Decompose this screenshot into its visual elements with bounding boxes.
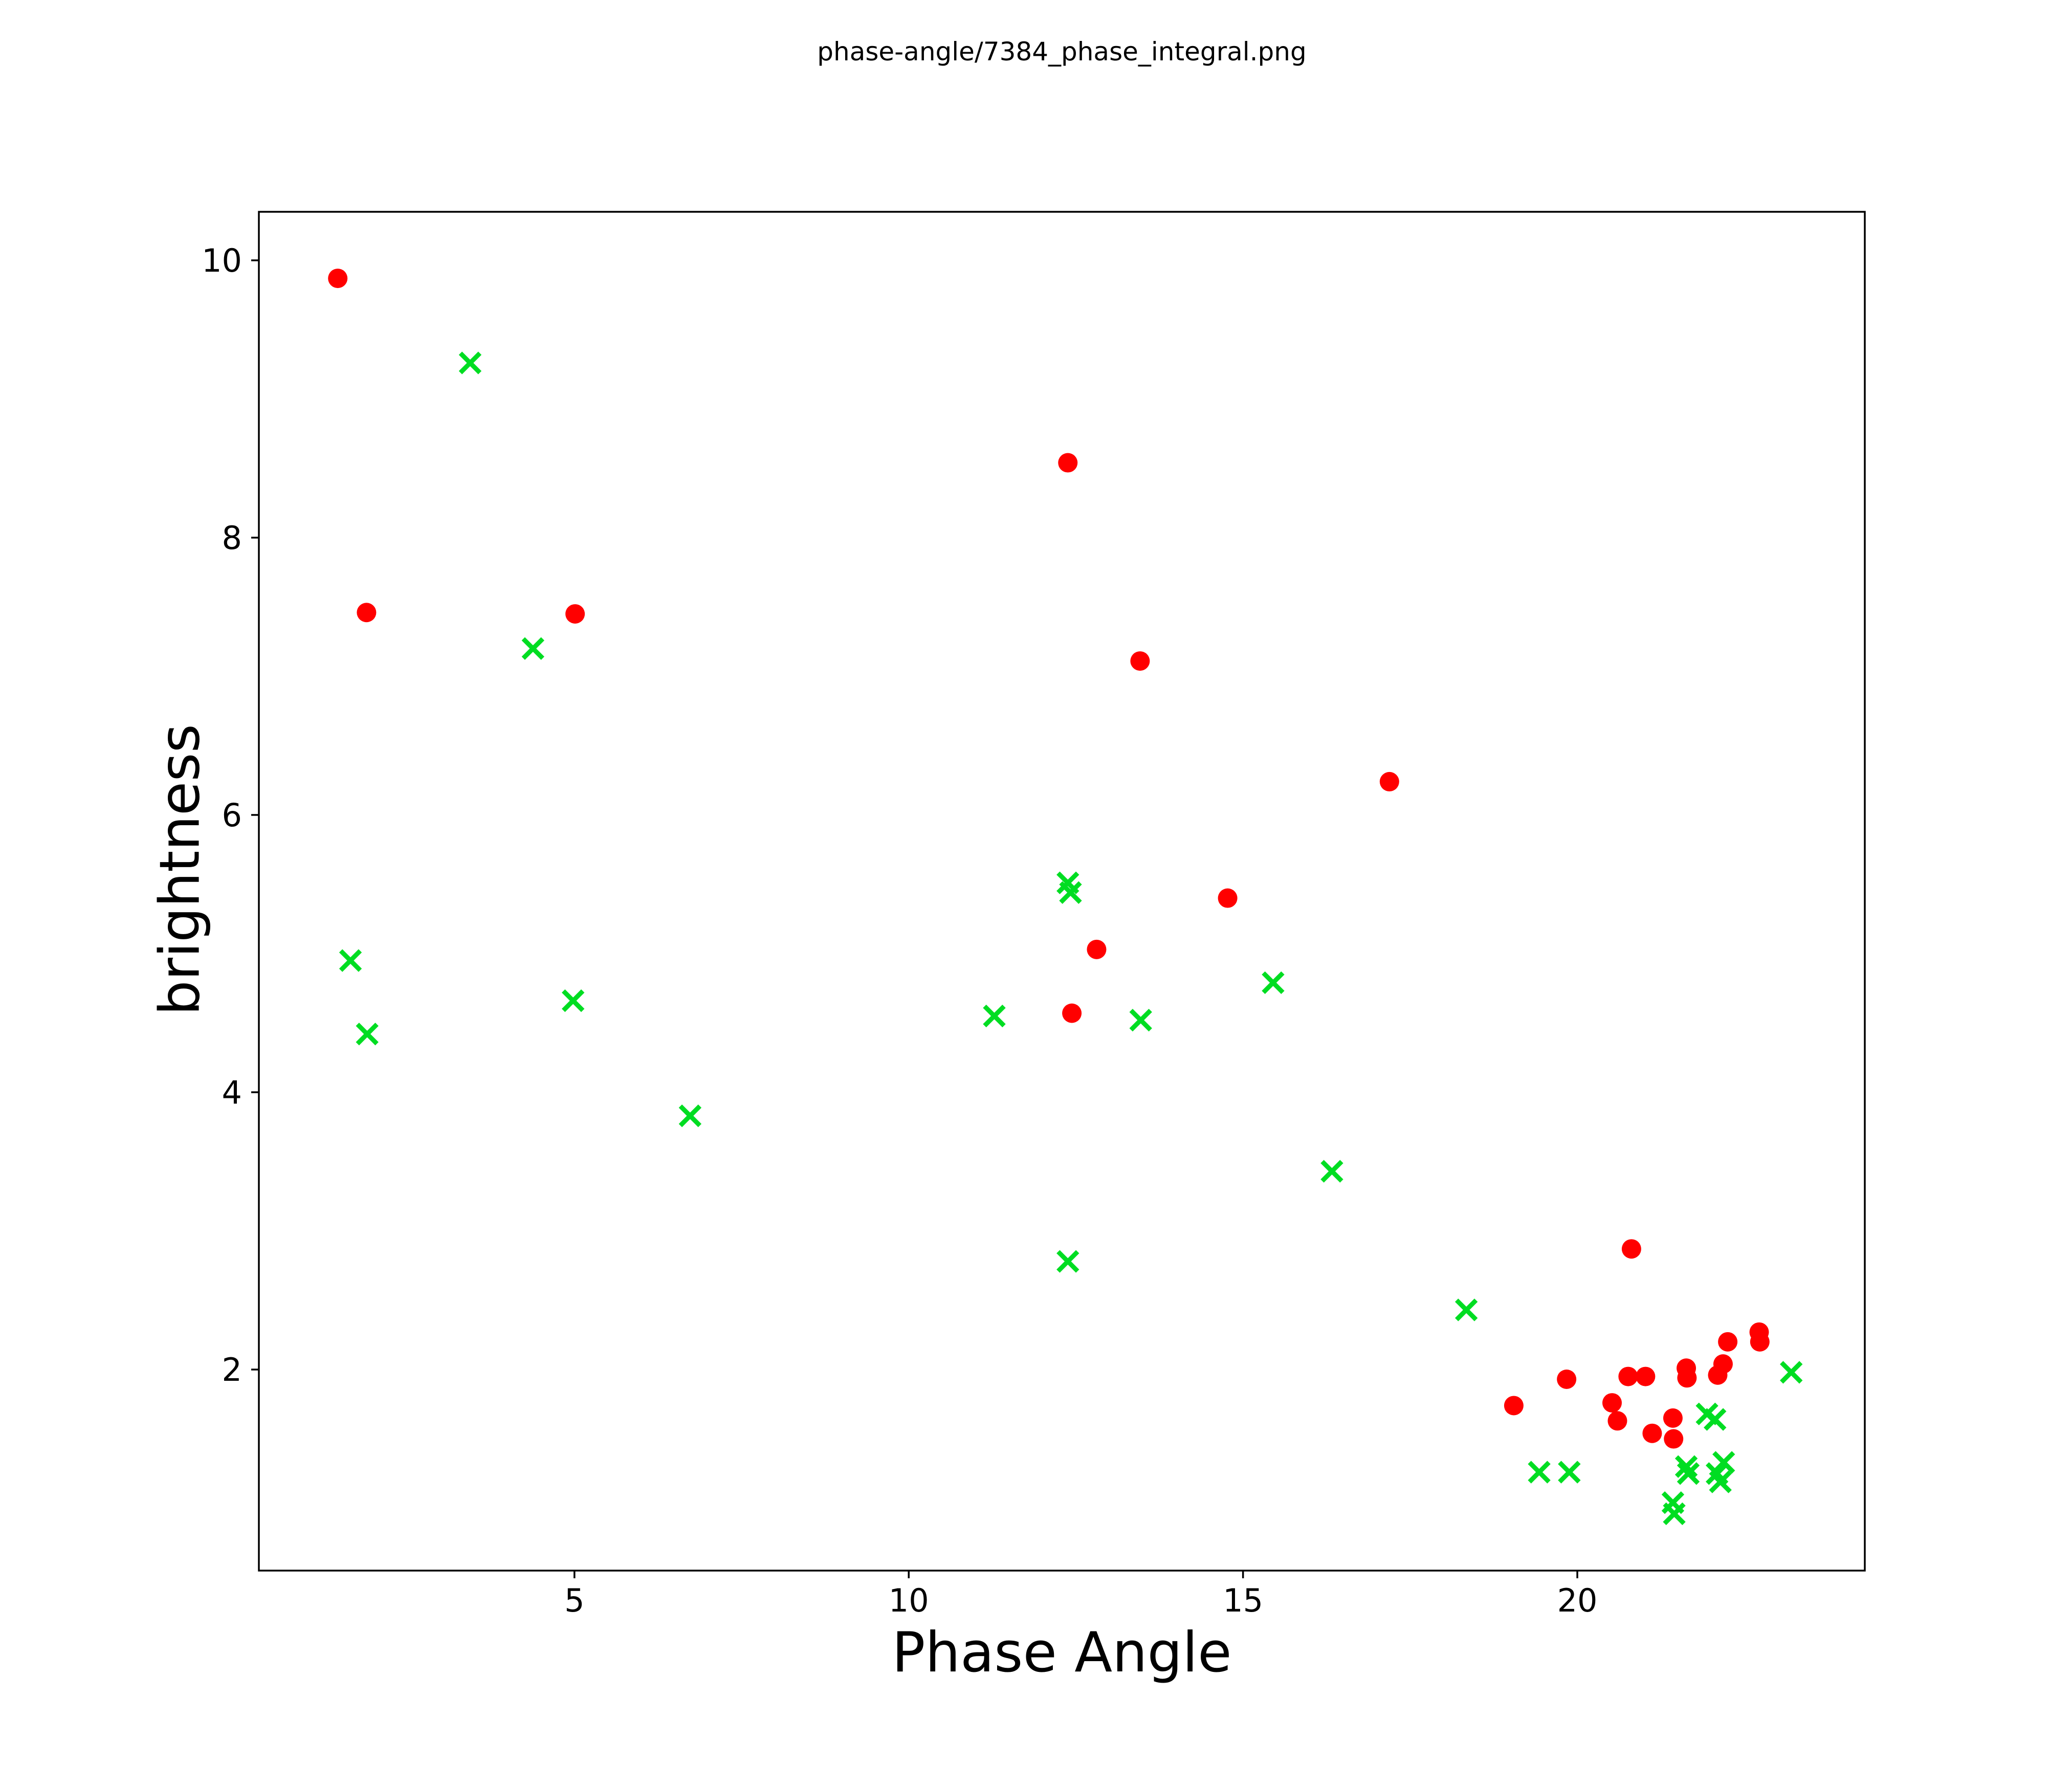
data-point-green-x <box>1558 1461 1581 1484</box>
data-point-red-dot <box>1087 939 1107 959</box>
data-point-green-x <box>983 1004 1006 1028</box>
data-point-green-x <box>1674 1455 1698 1478</box>
data-point-green-x <box>1454 1298 1478 1321</box>
y-axis-label: brightness <box>148 724 212 1016</box>
data-point-red-dot <box>1504 1396 1524 1416</box>
data-point-green-x <box>339 949 362 972</box>
data-point-green-x <box>1677 1462 1700 1485</box>
data-point-green-x <box>1663 1502 1686 1526</box>
x-tick-label: 15 <box>1223 1582 1263 1619</box>
data-point-red-dot <box>1058 453 1078 473</box>
y-tick-label: 4 <box>222 1074 242 1111</box>
data-point-green-x <box>1780 1361 1803 1384</box>
data-point-red-dot <box>1713 1354 1733 1374</box>
plot-frame <box>258 211 1866 1572</box>
y-tick-label: 6 <box>222 797 242 834</box>
y-tick-label: 2 <box>222 1351 242 1388</box>
x-tick-label: 5 <box>564 1582 584 1619</box>
data-point-red-dot <box>565 604 585 624</box>
x-tick-label: 10 <box>889 1582 929 1619</box>
data-point-red-dot <box>1664 1429 1684 1449</box>
data-point-red-dot <box>1618 1366 1638 1386</box>
data-point-red-dot <box>1718 1332 1738 1352</box>
data-point-green-x <box>356 1022 379 1046</box>
data-point-green-x <box>1059 881 1082 904</box>
data-point-green-x <box>1528 1461 1551 1484</box>
data-point-green-x <box>1704 1408 1727 1431</box>
data-point-red-dot <box>1750 1332 1770 1352</box>
y-tick-label: 10 <box>202 242 242 279</box>
chart-title: phase-angle/7384_phase_integral.png <box>817 37 1307 67</box>
data-point-red-dot <box>1642 1423 1662 1443</box>
data-point-green-x <box>1320 1160 1343 1183</box>
data-point-green-x <box>1262 971 1285 995</box>
data-point-red-dot <box>1379 771 1399 791</box>
data-point-green-x <box>562 989 585 1012</box>
data-point-green-x <box>521 637 544 660</box>
data-point-red-dot <box>328 269 348 289</box>
data-point-red-dot <box>1607 1411 1627 1431</box>
data-point-red-dot <box>1062 1003 1082 1023</box>
data-point-red-dot <box>1218 888 1238 908</box>
data-point-green-x <box>458 351 482 374</box>
data-point-green-x <box>1712 1451 1735 1474</box>
data-point-red-dot <box>357 603 377 623</box>
data-point-red-dot <box>1636 1366 1656 1386</box>
data-point-red-dot <box>1602 1393 1622 1413</box>
data-point-green-x <box>678 1104 702 1128</box>
data-point-red-dot <box>1130 651 1150 671</box>
y-tick-label: 8 <box>222 519 242 557</box>
data-point-red-dot <box>1677 1368 1697 1388</box>
data-point-red-dot <box>1621 1239 1641 1259</box>
data-point-green-x <box>1129 1008 1152 1032</box>
x-axis-label: Phase Angle <box>892 1621 1232 1685</box>
data-point-green-x <box>1056 1250 1079 1273</box>
data-point-green-x <box>1709 1470 1732 1493</box>
data-point-red-dot <box>1663 1408 1683 1428</box>
data-point-red-dot <box>1557 1369 1577 1389</box>
x-tick-label: 20 <box>1557 1582 1598 1619</box>
